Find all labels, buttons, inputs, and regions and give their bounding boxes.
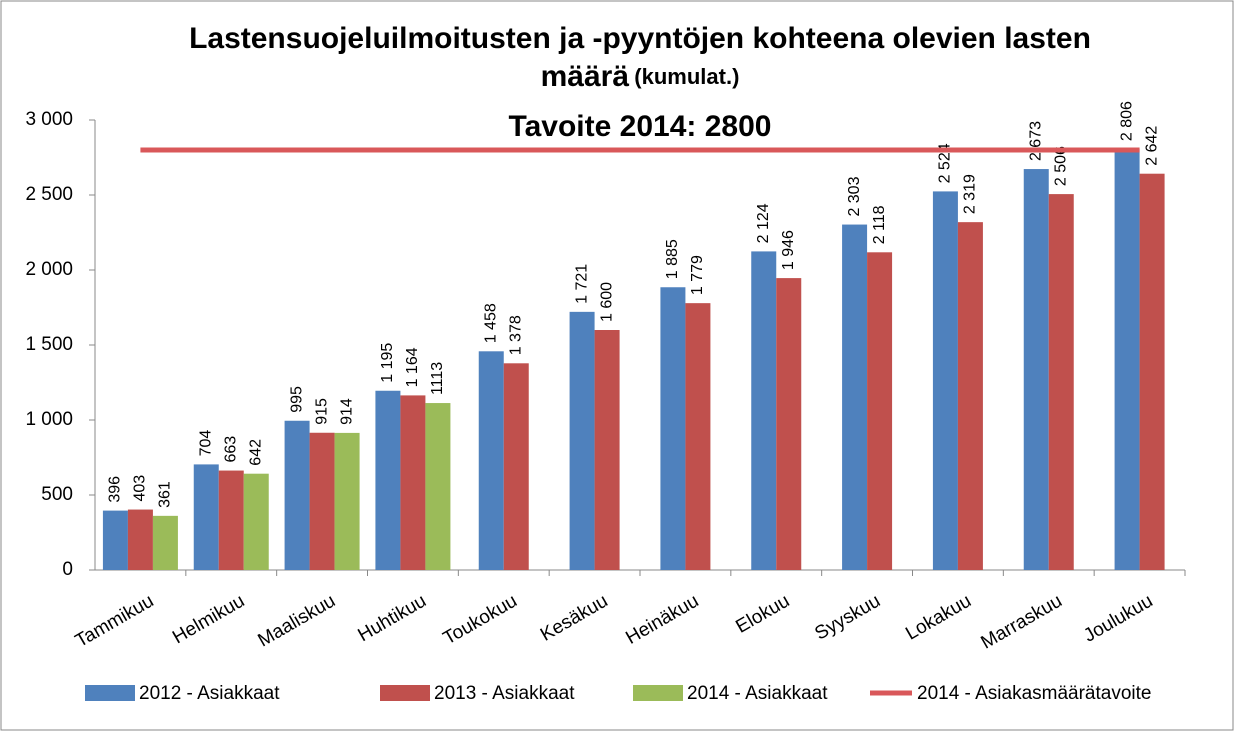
legend-label: 2014 - Asiakasmäärätavoite — [917, 683, 1151, 704]
value-label: 2 642 — [1143, 126, 1160, 166]
value-label: 995 — [288, 386, 305, 413]
value-label: 361 — [157, 481, 174, 508]
chart-title: Lastensuojeluilmoitusten ja -pyyntöjen k… — [189, 22, 1091, 55]
value-label: 642 — [247, 439, 264, 466]
bar — [243, 473, 269, 570]
bar — [127, 509, 153, 570]
bar — [284, 420, 310, 570]
title-line: määrä — [541, 60, 630, 93]
y-tick-label: 2 000 — [25, 259, 73, 280]
legend-swatch — [633, 685, 683, 701]
bar — [375, 390, 401, 570]
bar — [400, 395, 426, 570]
annotation: Tavoite 2014: 2800 — [509, 110, 772, 143]
legend-swatch — [380, 685, 430, 701]
value-label: 396 — [107, 476, 124, 503]
y-tick-label: 1 500 — [25, 334, 73, 355]
value-label: 1 164 — [404, 347, 421, 387]
bar — [751, 251, 777, 570]
y-tick-label: 1 000 — [25, 409, 73, 430]
value-label: 2 673 — [1027, 121, 1044, 161]
value-label: 663 — [222, 436, 239, 463]
bar — [569, 311, 595, 570]
bar — [1023, 169, 1049, 571]
value-label: 1 779 — [689, 255, 706, 295]
value-label: 915 — [313, 398, 330, 425]
bar — [193, 464, 219, 570]
legend-swatch — [85, 685, 135, 701]
y-tick-label: 3 000 — [25, 109, 73, 130]
bar — [102, 510, 128, 570]
bar — [776, 278, 802, 570]
value-label: 1 885 — [664, 239, 681, 279]
value-label: 2 806 — [1118, 101, 1135, 141]
value-label: 1 378 — [507, 315, 524, 355]
value-label: 1 721 — [573, 264, 590, 304]
value-label: 1 458 — [482, 303, 499, 343]
title-note: (kumulat.) — [634, 64, 739, 89]
bar — [842, 224, 868, 571]
y-tick-label: 2 500 — [25, 184, 73, 205]
bar — [685, 303, 711, 570]
value-label: 704 — [197, 430, 214, 457]
chart-title-2: määrä (kumulat.) — [541, 60, 740, 93]
y-tick-label: 0 — [62, 559, 73, 580]
bar — [309, 432, 335, 570]
bar — [932, 191, 958, 570]
value-label: 2 319 — [962, 174, 979, 214]
bar — [334, 432, 360, 570]
value-label: 2 506 — [1052, 146, 1069, 186]
value-label: 2 303 — [846, 176, 863, 216]
bar — [152, 515, 178, 570]
bar — [1048, 194, 1074, 570]
bar — [957, 222, 983, 570]
bar — [594, 330, 620, 570]
legend-label: 2012 - Asiakkaat — [139, 683, 280, 704]
value-label: 2 524 — [937, 143, 954, 183]
value-label: 914 — [338, 398, 355, 425]
bar — [660, 287, 686, 570]
value-label: 1113 — [429, 362, 446, 395]
value-label: 1 946 — [780, 230, 797, 270]
value-label: 1 600 — [598, 282, 615, 322]
bar — [425, 403, 451, 570]
bar — [218, 470, 244, 570]
legend-label: 2013 - Asiakkaat — [434, 683, 575, 704]
value-label: 2 118 — [871, 205, 888, 244]
bar — [503, 363, 529, 570]
bar — [478, 351, 504, 570]
legend-label: 2014 - Asiakkaat — [687, 683, 828, 704]
value-label: 1 195 — [379, 343, 396, 383]
value-label: 2 124 — [755, 203, 772, 243]
y-tick-label: 500 — [41, 484, 73, 505]
value-label: 403 — [132, 475, 149, 502]
bar — [867, 252, 893, 571]
bar — [1139, 173, 1165, 570]
bar — [1114, 149, 1140, 570]
